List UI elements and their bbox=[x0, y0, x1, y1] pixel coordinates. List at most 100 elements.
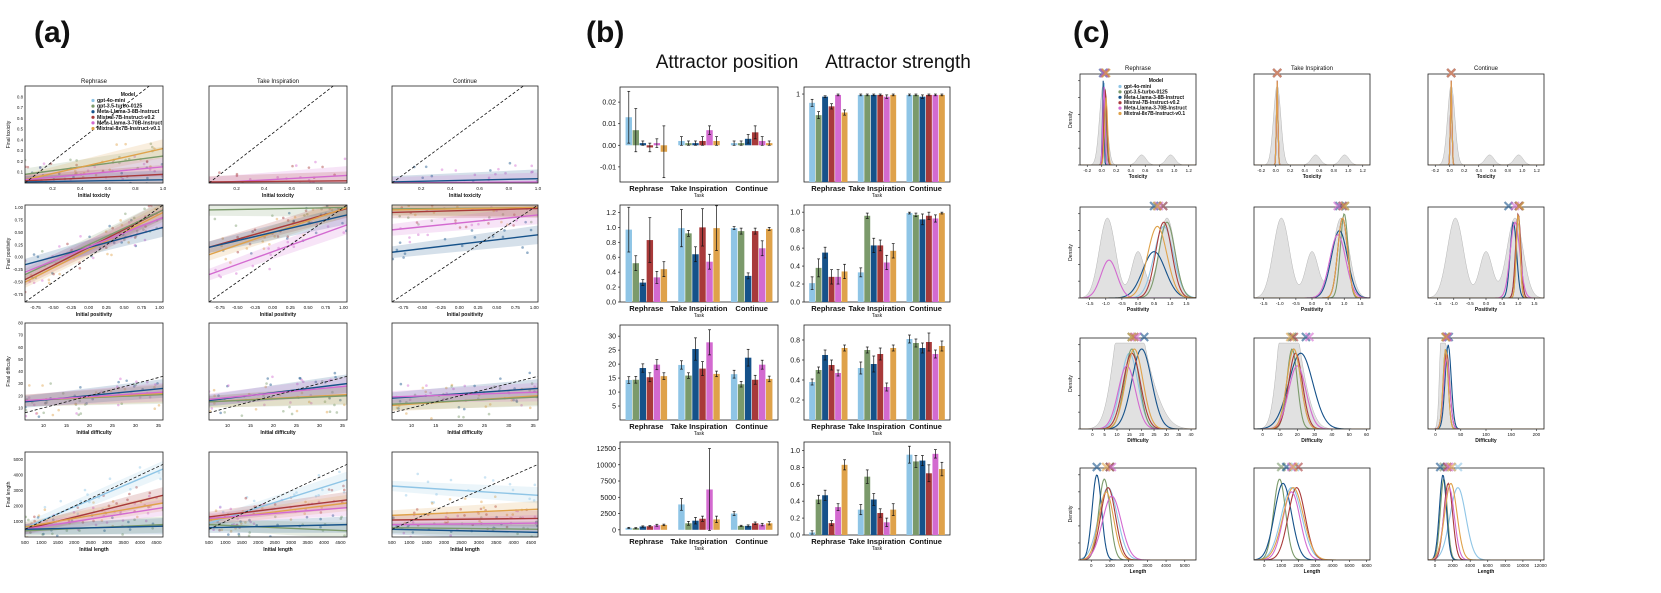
regression-line-Meta-Llama-3-8B-Instruct bbox=[392, 528, 538, 534]
scatter-point bbox=[293, 215, 297, 219]
bar-Mixtral-8x7B-Instruct-v0.1 bbox=[938, 94, 945, 182]
scatter-point bbox=[448, 497, 452, 501]
bar-Meta-Llama-3-8B-Instruct bbox=[692, 520, 699, 530]
y-tick-label: 0.2 bbox=[790, 398, 800, 405]
scatter-point bbox=[145, 159, 149, 163]
scatter-point bbox=[145, 160, 149, 164]
scatter-point bbox=[147, 505, 150, 509]
scatter-point bbox=[421, 386, 425, 390]
bar-gpt-3.5-turbo-0125 bbox=[815, 499, 822, 535]
scatter-point bbox=[392, 516, 395, 520]
x-tick-label: 15 bbox=[1127, 432, 1133, 437]
scatter-point bbox=[271, 375, 274, 379]
bar-Mistral-7B-Instruct-v0.2 bbox=[828, 276, 835, 302]
subplot-plot-area bbox=[1254, 80, 1370, 165]
scatter-point bbox=[530, 164, 534, 168]
reference-density bbox=[1080, 342, 1196, 429]
scatter-point bbox=[25, 515, 28, 519]
bar-Mistral-7B-Instruct-v0.2 bbox=[877, 513, 884, 535]
scatter-point bbox=[303, 512, 306, 516]
x-tick-label: 0.4 bbox=[1128, 168, 1135, 173]
regression-line-Mixtral-8x7B-Instruct-v0.1 bbox=[25, 211, 163, 283]
density-curve-Meta-Llama-3-8B-Instruct bbox=[1080, 251, 1196, 298]
density-curve-Meta-Llama-3-8B-Instruct bbox=[1428, 474, 1544, 560]
y-axis-label: Final positivity bbox=[6, 237, 12, 269]
scatter-point bbox=[319, 525, 322, 529]
y-tick-label: 0.3 bbox=[17, 148, 24, 153]
scatter-point bbox=[128, 528, 132, 531]
scatter-point bbox=[72, 175, 75, 179]
scatter-point bbox=[73, 169, 77, 173]
scatter-point bbox=[275, 217, 279, 221]
bar-Mixtral-8x7B-Instruct-v0.1 bbox=[841, 464, 848, 535]
scatter-point bbox=[292, 219, 296, 223]
density-col-title: Rephrase bbox=[1125, 66, 1152, 72]
bar-Mistral-7B-Instruct-v0.2 bbox=[828, 106, 835, 182]
y-tick-label: 0.4 bbox=[606, 270, 616, 277]
bar-Meta-Llama-3-70B-Instruct bbox=[883, 522, 890, 535]
x-tick-label: 3000 bbox=[1310, 563, 1321, 568]
scatter-point bbox=[146, 511, 150, 515]
scatter-point bbox=[217, 274, 221, 277]
scatter-point bbox=[111, 500, 115, 503]
scatter-point bbox=[443, 217, 447, 221]
y-tick-label: 1.0 bbox=[790, 448, 800, 455]
x-tick-label: 12000 bbox=[1534, 563, 1547, 568]
regression-ci-band bbox=[209, 166, 347, 183]
scatter-point bbox=[500, 220, 503, 224]
regression-ci-band bbox=[209, 374, 347, 407]
scatter-point bbox=[299, 377, 302, 380]
scatter-point bbox=[40, 250, 44, 253]
scatter-point bbox=[307, 166, 311, 169]
scatter-point bbox=[124, 142, 127, 146]
scatter-point bbox=[342, 488, 346, 492]
scatter-point bbox=[235, 172, 239, 176]
scatter-point bbox=[320, 379, 324, 383]
scatter-point bbox=[220, 528, 224, 532]
scatter-point bbox=[226, 384, 229, 388]
y-tick-label: 0.4 bbox=[790, 499, 800, 506]
x-tick-label: 0.2 bbox=[233, 186, 240, 191]
x-tick-label: -1.0 bbox=[1450, 301, 1458, 306]
scatter-point bbox=[146, 539, 149, 542]
attractor-marker bbox=[1286, 462, 1297, 472]
scatter-point bbox=[264, 385, 268, 389]
x-axis-label: Initial positivity bbox=[447, 312, 484, 318]
scatter-point bbox=[85, 402, 88, 405]
attractor-marker bbox=[1446, 462, 1457, 472]
scatter-point bbox=[415, 221, 419, 224]
x-tick-label: 500 bbox=[21, 540, 29, 545]
x-tick-label: 0.0 bbox=[1099, 168, 1106, 173]
attractor-marker bbox=[1304, 332, 1315, 342]
y-tick-label: 0.6 bbox=[606, 255, 616, 262]
bar-Meta-Llama-3-70B-Instruct bbox=[883, 262, 890, 302]
scatter-point bbox=[25, 165, 27, 169]
scatter-subplot: 10 15 20 25 30 35 10 20 30 40 50 60 70 80 Final diffic… bbox=[6, 321, 164, 436]
x-tick-label: 0.8 bbox=[1331, 168, 1338, 173]
scatter-point bbox=[146, 176, 149, 180]
scatter-point bbox=[148, 491, 152, 495]
x-tick-label: 8000 bbox=[1500, 563, 1511, 568]
subplot-frame bbox=[24, 451, 164, 538]
bar-Mistral-7B-Instruct-v0.2 bbox=[828, 365, 835, 420]
y-axis-label: Density bbox=[1068, 505, 1074, 522]
x-tick-label: 0.25 bbox=[474, 305, 483, 310]
regression-ci-band bbox=[25, 518, 163, 535]
bar-gpt-4o-mini bbox=[730, 513, 738, 530]
scatter-point bbox=[159, 477, 162, 481]
scatter-point bbox=[109, 389, 113, 393]
x-tick-label: 10 bbox=[41, 423, 47, 428]
x-tick-label: 1.0 bbox=[1171, 168, 1178, 173]
bar-Meta-Llama-3-8B-Instruct bbox=[744, 275, 752, 302]
scatter-point bbox=[43, 508, 47, 512]
bar-Meta-Llama-3-8B-Instruct bbox=[870, 499, 877, 535]
scatter-point bbox=[234, 193, 237, 196]
scatter-point bbox=[251, 230, 254, 233]
y-tick-label: 2500 bbox=[600, 511, 616, 518]
y-tick-label: 4000 bbox=[13, 473, 23, 478]
x-tick-label: 30 bbox=[317, 423, 323, 428]
bar-gpt-4o-mini bbox=[678, 364, 685, 420]
scatter-point bbox=[268, 242, 271, 246]
scatter-point bbox=[262, 394, 265, 397]
